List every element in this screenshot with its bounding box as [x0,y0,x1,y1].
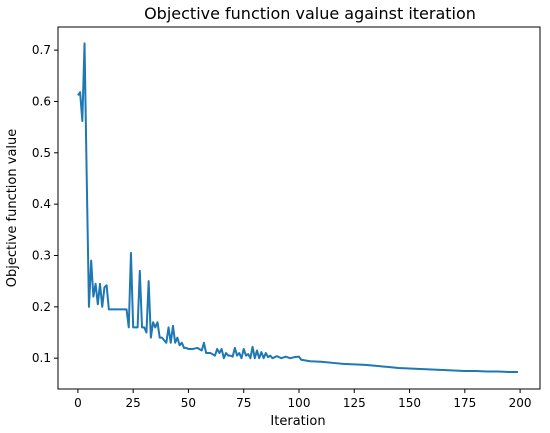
y-tick-label: 0.7 [32,43,51,57]
x-tick-label: 150 [398,396,421,410]
chart-title: Objective function value against iterati… [144,4,476,23]
y-axis-label: Objective function value [5,129,20,288]
y-tick-label: 0.1 [32,351,51,365]
x-axis: 0 25 50 75 100 125 150 175 200 [74,389,532,410]
series-line [77,42,518,374]
y-axis: 0.1 0.2 0.3 0.4 0.5 0.6 0.7 [32,43,58,365]
y-tick-label: 0.2 [32,300,51,314]
axes-frame [57,26,541,390]
x-axis-label: Iteration [270,414,325,429]
x-tick-label: 0 [74,396,82,410]
x-tick-label: 100 [288,396,311,410]
x-tick-label: 175 [453,396,476,410]
x-tick-label: 75 [236,396,251,410]
y-tick-label: 0.3 [32,248,51,262]
y-tick-label: 0.4 [32,197,51,211]
x-tick-label: 50 [181,396,196,410]
x-tick-label: 25 [126,396,141,410]
y-tick-label: 0.6 [32,94,51,108]
x-tick-label: 125 [343,396,366,410]
y-tick-label: 0.5 [32,146,51,160]
x-tick-label: 200 [509,396,532,410]
